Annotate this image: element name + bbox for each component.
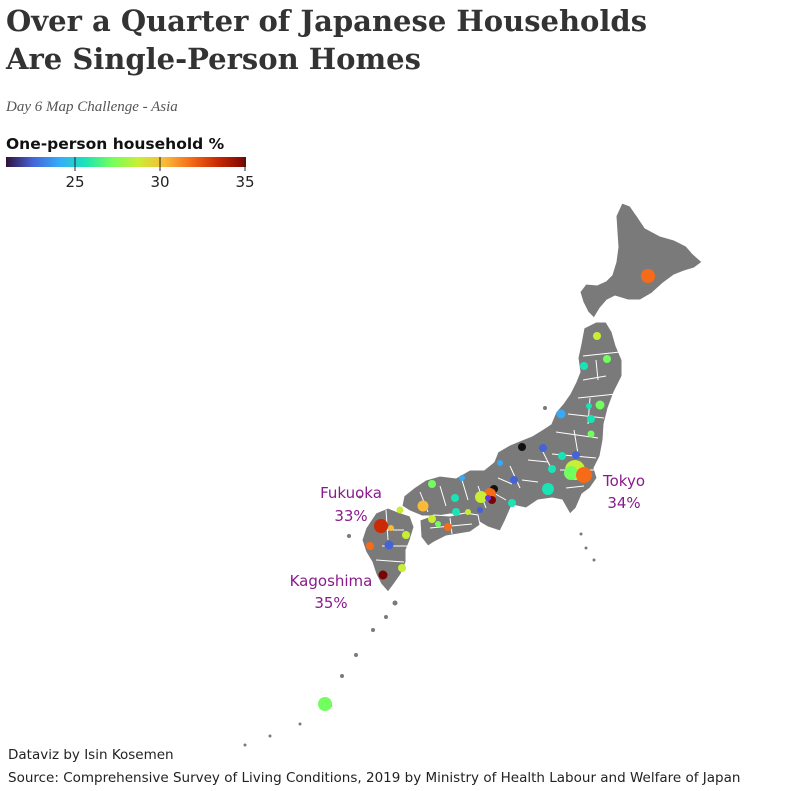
annotation-tokyo-value: 34%: [607, 494, 640, 512]
title-line-2: Are Single-Person Homes: [6, 42, 421, 76]
annotation-fukuoka-value: 33%: [334, 507, 367, 525]
legend-tick-label-25: 25: [65, 173, 84, 191]
annotation-kagoshima-name: Kagoshima: [290, 572, 373, 590]
annotation-tokyo-name: Tokyo: [602, 472, 645, 490]
title-line-1: Over a Quarter of Japanese Households: [6, 4, 648, 38]
source-line: Source: Comprehensive Survey of Living C…: [8, 770, 741, 786]
color-legend: One-person household % 25 30 35: [6, 134, 266, 194]
small-islands: [243, 406, 596, 747]
legend-gradient-bar: [6, 157, 246, 167]
chart-title: Over a Quarter of Japanese Households Ar…: [6, 2, 706, 78]
dot-fukuoka: [374, 519, 388, 533]
prefecture-dots: [318, 269, 655, 711]
legend-title: One-person household %: [6, 135, 225, 153]
dot-tokyo: [576, 467, 592, 483]
dot-okinawa: [318, 697, 332, 711]
credit-line: Dataviz by Isin Kosemen: [8, 747, 174, 763]
annotation-fukuoka-name: Fukuoka: [320, 484, 382, 502]
dot-kagoshima: [378, 570, 388, 580]
hokkaido-landmass: [579, 202, 703, 319]
legend-scale: 25 30 35: [6, 157, 255, 191]
dot-hokkaido: [641, 269, 655, 283]
legend-tick-label-35: 35: [235, 173, 254, 191]
subtitle: Day 6 Map Challenge - Asia: [6, 99, 178, 115]
legend-tick-label-30: 30: [150, 173, 169, 191]
annotation-kagoshima-value: 35%: [314, 594, 347, 612]
